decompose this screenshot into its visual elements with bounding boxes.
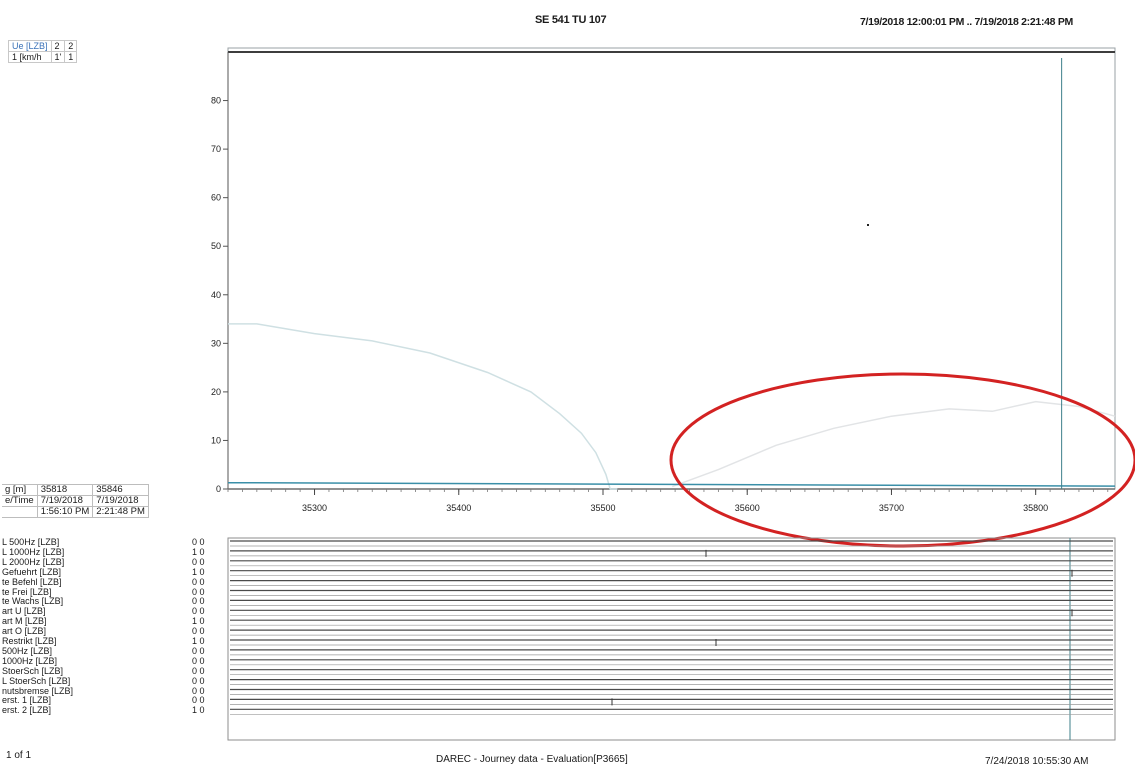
signal-label: erst. 2 [LZB] [2,705,52,716]
signal-label: te Frei [LZB] [2,586,52,597]
signal-rows [230,540,1113,715]
series-line [671,400,1116,488]
signal-label: 500Hz [LZB] [2,645,53,656]
cursor-info-value: 2:21:48 PM [92,506,149,518]
chart-title: SE 541 TU 107 [535,14,607,26]
cursor-info-table: g [m] 35818 35846 e/Time 7/19/2018 7/19/… [2,484,149,518]
cursor-info-row: e/Time 7/19/2018 7/19/2018 [2,495,149,507]
time-range: 7/19/2018 12:00:01 PM .. 7/19/2018 2:21:… [860,16,1073,28]
cursor-info-row: g [m] 35818 35846 [2,484,149,496]
signal-label: art U [LZB] [2,606,46,617]
signal-value: 0 0 [192,537,205,547]
legend-row[interactable]: Ue [LZB] 2 2 [8,40,78,52]
signal-label: art M [LZB] [2,616,47,627]
signal-label: te Wachs [LZB] [2,596,64,607]
signal-value: 1 0 [192,616,205,627]
y-tick-label: 10 [211,435,221,445]
signal-label: Gefuehrt [LZB] [2,566,62,577]
x-tick-label: 35300 [302,503,327,513]
y-tick-label: 70 [211,144,221,154]
signal-value: 1 0 [192,546,205,557]
signal-value: 1 0 [192,636,205,646]
x-tick-label: 35800 [1023,503,1048,513]
y-tick-label: 30 [211,338,221,348]
x-tick-label: 35700 [879,503,904,513]
y-tick-label: 40 [211,290,221,300]
signal-value: 0 0 [192,576,205,587]
cursor-info-label [2,506,38,518]
signal-label: te Befehl [LZB] [2,576,62,587]
signal-value: 0 0 [192,596,205,607]
signal-label: art O [LZB] [2,626,47,637]
cursor-info-row: 1:56:10 PM 2:21:48 PM [2,506,149,518]
signal-value: 0 0 [192,655,205,666]
series-line [228,323,618,490]
legend-value: 1 [64,51,78,63]
x-tick-label: 35500 [590,503,615,513]
signal-label: Restrikt [LZB] [2,636,57,646]
signal-label: erst. 1 [LZB] [2,695,52,706]
legend-table: Ue [LZB] 2 2 1 [km/h 1' 1 [8,40,78,63]
signal-label: nutsbremse [LZB] [2,685,74,696]
legend-row[interactable]: 1 [km/h 1' 1 [8,51,78,63]
signal-value: 1 0 [192,705,205,716]
speck-marker [867,224,869,226]
x-tick-label: 35400 [446,503,471,513]
x-axis: 35300 35400 35500 35600 35700 35800 [227,488,1115,513]
signal-value: 1 0 [192,566,205,577]
series-layer [227,323,1116,490]
signal-frame [227,537,1116,741]
signal-value: 0 0 [192,556,205,567]
y-tick-label: 60 [211,193,221,203]
signal-value: 0 0 [192,685,205,696]
y-axis: 0 10 20 30 40 50 60 70 80 [211,52,229,494]
y-tick-label: 50 [211,241,221,251]
signal-label: StoerSch [LZB] [2,665,64,676]
y-tick-label: 20 [211,387,221,397]
x-tick-label: 35600 [735,503,760,513]
legend-label: 1 [km/h [8,51,52,63]
signal-value: 0 0 [192,675,205,686]
signal-value: 0 0 [192,626,205,637]
signal-value: 0 0 [192,645,205,656]
signal-value: 0 0 [192,606,205,617]
y-tick-label: 0 [216,484,221,494]
y-tick-label: 80 [211,96,221,106]
signal-value: 0 0 [192,586,205,597]
signal-value: 0 0 [192,665,205,676]
signal-label: L 2000Hz [LZB] [2,556,65,567]
print-timestamp: 7/24/2018 10:55:30 AM [985,756,1089,767]
signal-label: L 500Hz [LZB] [2,537,60,547]
series-line [227,481,1116,487]
signal-label: L 1000Hz [LZB] [2,546,65,557]
signal-label: L StoerSch [LZB] [2,675,71,686]
page-number: 1 of 1 [6,750,32,761]
signal-value: 0 0 [192,695,205,706]
signal-label: 1000Hz [LZB] [2,655,58,666]
legend-value: 1' [50,51,66,63]
footer-title: DAREC - Journey data - Evaluation[P3665] [436,754,628,765]
